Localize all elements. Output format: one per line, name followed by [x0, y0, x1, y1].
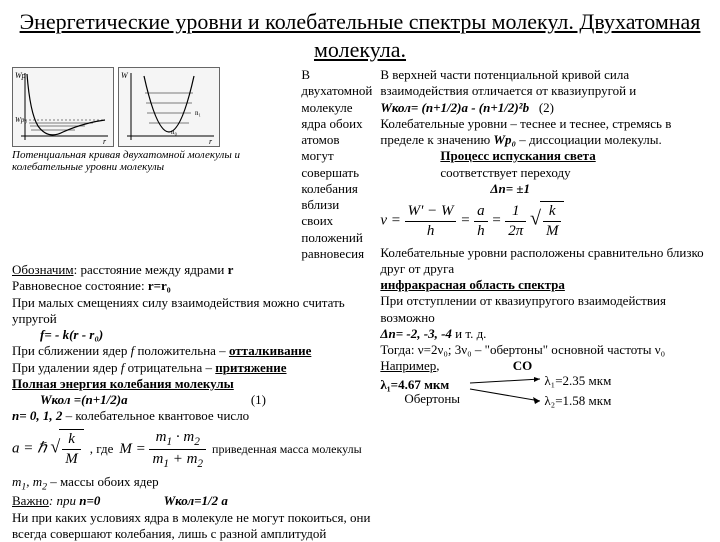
upper-curve-text: В верхней части потенциальной кривой сил… [380, 67, 708, 100]
masses-line: m1, m2 – массы обоих ядер [12, 474, 372, 494]
frequency-formula: ν = W' − Wh = ah = 12π √kM [380, 201, 708, 241]
figure-caption: Потенциальная кривая двухатомной молекул… [12, 149, 295, 173]
wkol-equation: Wкол =(n+1/2)a (1) [12, 392, 372, 408]
parabola-figure: W r n₀ n₁ [118, 67, 220, 147]
svg-text:Wp: Wp [15, 71, 26, 80]
levels-close-text: Колебательные уровни расположены сравнит… [380, 245, 708, 278]
left-column: Wp Wp₀ r W r n₀ n₁ [12, 67, 372, 542]
overtones-def: Тогда: ν=2ν₀; 3ν₀ – "обертоны" основной … [380, 342, 708, 358]
delta-n2-line: Δn= -2, -3, -4 и т. д. [380, 326, 708, 342]
morse-curve-figure: Wp Wp₀ r [12, 67, 114, 147]
delta-n-equation: Δn= ±1 [490, 181, 708, 197]
wkol2-equation: Wкол= (n+1/2)a - (n+1/2)²b (2) [380, 100, 708, 116]
quantum-number-line: n= 0, 1, 2 – колебательное квантовое чис… [12, 408, 372, 424]
svg-text:r: r [103, 137, 107, 146]
conclusion-line: Ни при каких условиях ядра в молекуле не… [12, 510, 372, 542]
attraction-line: При удалении ядер f отрицательна – притя… [12, 360, 372, 376]
dissociation-line: Колебательные уровни – теснее и теснее, … [380, 116, 708, 149]
overtones-diagram: λ₁=4.67 мкм λ₁=2.35 мкм Обертоны λ₂=1.58… [380, 377, 708, 407]
deviation-text: При отступлении от квазиупругого взаимод… [380, 293, 708, 326]
svg-text:r: r [209, 137, 213, 146]
transition-line: соответствует переходу [440, 165, 708, 181]
emission-heading: Процесс испускания света [440, 148, 708, 164]
equilibrium-line: Равновесное состояние: r=r₀ [12, 278, 372, 294]
svg-text:W: W [121, 71, 129, 80]
svg-text:Wp₀: Wp₀ [15, 116, 27, 124]
svg-text:n₀: n₀ [171, 128, 178, 136]
page-title: Энергетические уровни и колебательные сп… [12, 8, 708, 63]
mass-formula-line: a = ℏ √kM , где M = m1 · m2m1 + m2 приве… [12, 428, 372, 471]
repulsion-line: При сближении ядер f положительна – отта… [12, 343, 372, 359]
notation-line: Обозначим: расстояние между ядрами r [12, 262, 372, 278]
intro-paragraph: В двухатомной молекуле ядра обоих атомов… [301, 67, 372, 262]
small-displacement-line: При малых смещениях силу взаимодействия … [12, 295, 372, 328]
total-energy-heading: Полная энергия колебания молекулы [12, 376, 372, 392]
figures: Wp Wp₀ r W r n₀ n₁ [12, 67, 295, 147]
important-line: Важно: при n=0 Wкол=1/2 a [12, 493, 372, 509]
force-equation: f= - k(r - r₀) [40, 327, 372, 343]
right-column: В верхней части потенциальной кривой сил… [380, 67, 708, 542]
svg-text:n₁: n₁ [195, 109, 201, 117]
infrared-line: инфракрасная область спектра [380, 277, 708, 293]
